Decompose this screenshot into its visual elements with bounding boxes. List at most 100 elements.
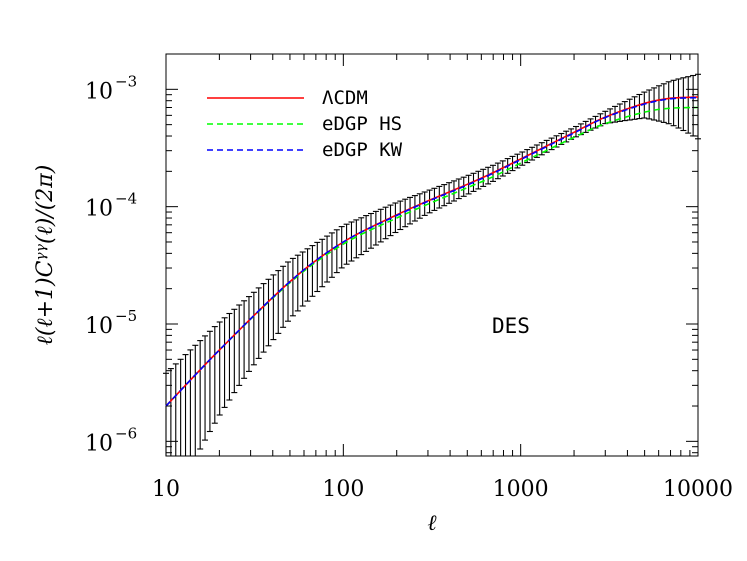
error-bar <box>167 368 174 456</box>
y-tick-label-base: 10 <box>85 197 113 222</box>
error-bar <box>260 283 267 353</box>
error-bar <box>324 235 331 283</box>
y-tick-label-base: 10 <box>85 431 113 456</box>
error-bar <box>416 193 423 219</box>
error-bar <box>211 326 218 424</box>
error-bars <box>163 73 701 456</box>
error-bar <box>363 215 370 252</box>
error-bar <box>382 206 389 240</box>
error-bar <box>426 189 433 214</box>
y-tick-label-exponent: −6 <box>115 424 137 442</box>
error-bar <box>328 232 335 278</box>
error-bar <box>446 182 453 204</box>
error-bar <box>402 198 409 228</box>
y-tick-label: 10 −4 <box>85 190 137 222</box>
error-bar <box>309 245 316 297</box>
error-bar <box>202 335 208 441</box>
y-axis-label: ℓ(ℓ+1)Cᵞᵞ(ℓ)/(2π) <box>33 165 58 346</box>
error-bar <box>241 300 248 379</box>
x-tick-label: 10000 <box>663 477 733 502</box>
error-bar <box>436 185 443 209</box>
error-bar <box>656 85 662 122</box>
error-bar <box>407 196 413 225</box>
y-tick-label-base: 10 <box>85 79 113 104</box>
error-bar <box>660 83 667 123</box>
error-bar <box>187 349 194 456</box>
error-bar <box>348 221 355 262</box>
error-bar <box>397 200 404 231</box>
legend-label: eDGP HS <box>322 113 402 135</box>
error-bar <box>236 304 243 386</box>
y-tick-label-base: 10 <box>85 314 113 339</box>
legend-label: ΛCDM <box>322 87 368 109</box>
error-bar <box>299 251 306 307</box>
error-bar <box>651 87 658 121</box>
error-bar <box>343 223 350 265</box>
series-line-edgp-hs <box>165 106 699 407</box>
error-bar <box>182 354 189 456</box>
error-bar <box>270 274 277 341</box>
y-tick-label-exponent: −4 <box>115 190 137 208</box>
error-bar <box>675 78 682 129</box>
error-bar <box>304 248 311 302</box>
x-tick-label: 10 <box>152 477 180 502</box>
error-bar <box>411 195 418 222</box>
error-bar <box>319 238 326 288</box>
error-bar <box>280 265 287 328</box>
x-tick-labels: 10 100 1000 10000 <box>152 477 733 502</box>
error-bar <box>421 191 428 216</box>
error-bar <box>289 257 296 317</box>
error-bar <box>353 219 360 259</box>
error-bar <box>177 358 184 456</box>
error-bar <box>695 73 701 140</box>
error-bar <box>646 89 653 120</box>
error-bar <box>221 317 228 408</box>
error-bar <box>216 321 223 416</box>
error-bar <box>631 96 638 120</box>
y-tick-label: 10 −6 <box>85 424 137 456</box>
x-tick-label: 1000 <box>493 477 549 502</box>
error-bar <box>314 241 321 293</box>
legend-entry: eDGP HS <box>207 113 402 135</box>
series-lines <box>165 96 699 407</box>
legend-label: eDGP KW <box>322 139 403 161</box>
error-bar <box>255 287 262 359</box>
y-tick-label: 10 −3 <box>85 72 137 104</box>
error-bar <box>680 77 687 132</box>
series-line-lcdm <box>165 96 699 407</box>
error-bar <box>690 74 697 137</box>
error-bar <box>636 93 643 120</box>
error-bar <box>250 291 257 366</box>
error-bar <box>641 91 648 119</box>
error-bar <box>172 363 179 456</box>
error-bar <box>670 79 677 127</box>
plot-frame <box>165 53 699 457</box>
error-bar <box>192 344 199 456</box>
error-bar <box>231 308 238 394</box>
y-tick-label-exponent: −5 <box>115 307 137 325</box>
error-bar <box>455 178 462 200</box>
axis-ticks <box>165 53 699 456</box>
error-bar <box>206 330 213 433</box>
error-bar <box>197 340 204 450</box>
error-bar <box>265 278 272 347</box>
error-bar <box>294 254 301 312</box>
y-tick-labels: 10−610−510−410−3 <box>85 72 137 456</box>
legend: ΛCDM eDGP HS eDGP KW <box>207 87 403 161</box>
error-bar <box>368 212 374 249</box>
error-bar <box>338 226 345 269</box>
error-bar <box>665 81 672 125</box>
error-bar <box>285 261 291 322</box>
error-bar <box>685 76 692 134</box>
error-bar <box>372 210 379 246</box>
error-bar <box>392 202 399 234</box>
y-tick-label-exponent: −3 <box>115 72 137 90</box>
legend-entry: eDGP KW <box>207 139 403 161</box>
error-bar <box>163 372 169 456</box>
y-tick-label: 10 −5 <box>85 307 137 339</box>
x-axis-label: ℓ <box>427 511 437 536</box>
error-bar <box>358 217 365 256</box>
series-line-edgp-kw <box>165 96 699 407</box>
x-tick-label: 100 <box>322 477 364 502</box>
